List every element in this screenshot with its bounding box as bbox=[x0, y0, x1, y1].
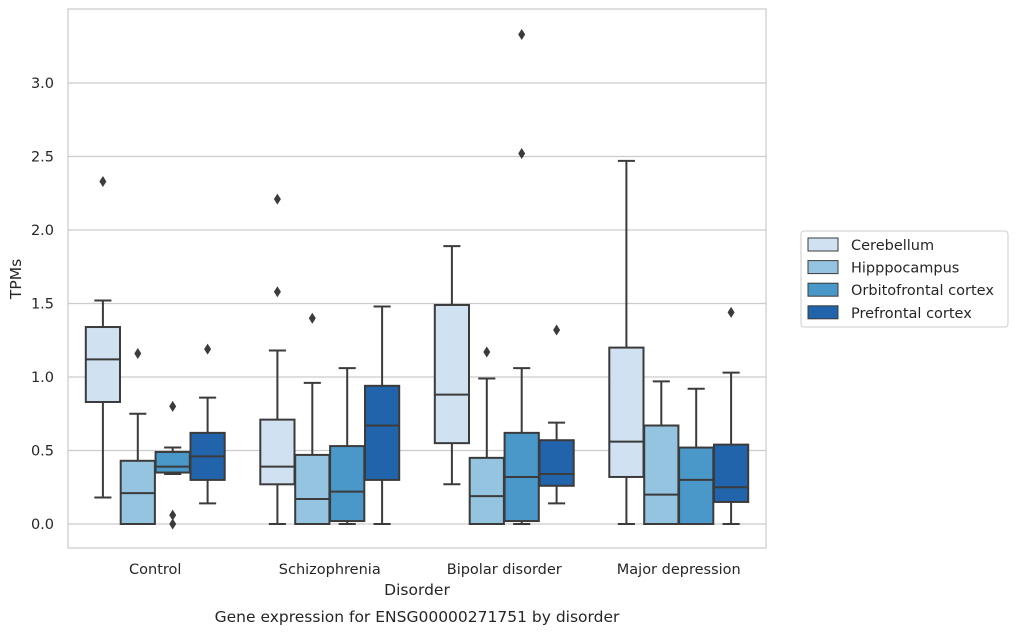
chart-caption: Gene expression for ENSG00000271751 by d… bbox=[215, 608, 620, 626]
box bbox=[329, 445, 366, 523]
box bbox=[259, 418, 296, 486]
x-tick-label: Control bbox=[129, 562, 181, 578]
outlier-point bbox=[518, 28, 526, 40]
x-tick-labels: Control Schizophrenia Bipolar disorder Majo… bbox=[129, 562, 741, 578]
outlier-point bbox=[169, 509, 177, 521]
x-tick-label: Schizophrenia bbox=[279, 562, 381, 578]
box bbox=[643, 424, 680, 526]
box bbox=[433, 303, 471, 445]
box-group bbox=[643, 380, 680, 526]
y-tick-label: 2.0 bbox=[31, 223, 54, 239]
outlier-point bbox=[169, 400, 177, 412]
legend-label: Hipppocampus bbox=[851, 261, 959, 277]
box bbox=[712, 443, 750, 503]
legend-label: Prefrontal cortex bbox=[851, 306, 972, 322]
outlier-point bbox=[553, 324, 561, 336]
box bbox=[608, 346, 645, 478]
box bbox=[468, 456, 505, 526]
box-group bbox=[189, 343, 226, 505]
outlier-point bbox=[308, 312, 316, 324]
outlier-point bbox=[273, 286, 281, 298]
box-group bbox=[468, 346, 505, 526]
x-axis-title: Disorder bbox=[384, 581, 450, 599]
legend-frame bbox=[800, 230, 1009, 328]
box-group bbox=[259, 193, 296, 525]
box-group bbox=[608, 159, 645, 525]
y-tick-label: 3.0 bbox=[31, 76, 54, 92]
box-group bbox=[433, 245, 471, 486]
x-tick-label: Bipolar disorder bbox=[447, 562, 562, 578]
legend-swatch bbox=[807, 282, 839, 297]
legend-swatch bbox=[807, 260, 839, 275]
box-group bbox=[712, 306, 750, 525]
y-tick-label: 1.5 bbox=[31, 297, 54, 313]
x-tick-label: Major depression bbox=[617, 562, 741, 578]
box-group bbox=[363, 305, 401, 525]
outlier-point bbox=[134, 347, 142, 359]
y-axis-title: TPMs bbox=[7, 259, 25, 300]
box-group bbox=[503, 28, 540, 525]
y-tick-label: 2.5 bbox=[31, 150, 54, 166]
box-group bbox=[329, 367, 366, 525]
y-tick-label: 0.5 bbox=[31, 444, 54, 460]
outlier-point bbox=[483, 346, 491, 358]
legend: Cerebellum Hipppocampus Orbitofrontal cort… bbox=[800, 230, 1009, 328]
outlier-point bbox=[204, 343, 212, 355]
box bbox=[363, 384, 401, 481]
legend-label: Cerebellum bbox=[851, 238, 934, 254]
outlier-point bbox=[99, 175, 107, 187]
box bbox=[154, 450, 191, 474]
y-tick-labels: 0.0 0.5 1.0 1.5 2.0 2.5 3.0 bbox=[31, 76, 54, 533]
box-group bbox=[538, 324, 575, 505]
box bbox=[538, 439, 575, 487]
y-tick-label: 1.0 bbox=[31, 370, 54, 386]
outlier-point bbox=[273, 193, 281, 205]
outlier-point bbox=[169, 518, 177, 530]
boxes-layer bbox=[84, 28, 750, 530]
box-group bbox=[119, 347, 156, 526]
box-group bbox=[678, 387, 715, 525]
box bbox=[84, 326, 122, 403]
outlier-point bbox=[727, 306, 735, 318]
legend-label: Orbitofrontal cortex bbox=[851, 283, 994, 299]
y-tick-label: 0.0 bbox=[31, 517, 54, 533]
outlier-point bbox=[518, 148, 526, 160]
box-group bbox=[84, 175, 122, 499]
legend-swatch bbox=[807, 237, 839, 252]
legend-swatch bbox=[807, 305, 839, 320]
box bbox=[678, 446, 715, 525]
box bbox=[294, 453, 331, 525]
